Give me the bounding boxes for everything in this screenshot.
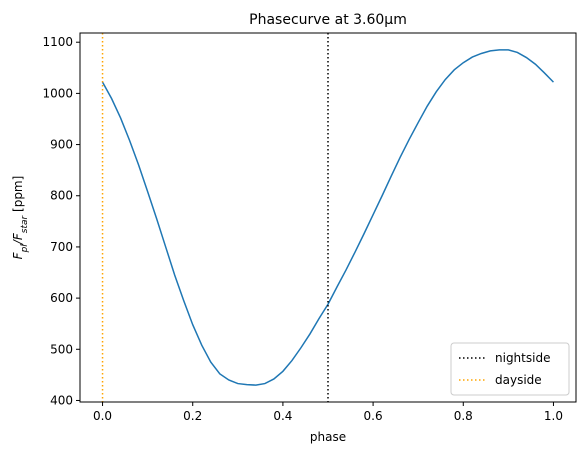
y-tick-label: 600 xyxy=(50,291,73,305)
x-tick-label: 0.2 xyxy=(183,409,202,423)
y-tick-label: 400 xyxy=(50,393,73,407)
line xyxy=(101,49,554,386)
x-tick-label: 0.8 xyxy=(454,409,473,423)
x-tick-label: 1.0 xyxy=(544,409,563,423)
legend-label: nightside xyxy=(495,351,550,365)
y-axis-label: Fpl/Fstar [ppm] xyxy=(11,176,30,260)
legend-label: dayside xyxy=(495,373,542,387)
y-axis-label-part: [ppm] xyxy=(11,176,25,216)
y-axis-label-part: F xyxy=(11,251,25,259)
x-tick-label: 0.0 xyxy=(93,409,112,423)
y-tick-label: 900 xyxy=(50,138,73,152)
y-axis-label-part: pl xyxy=(20,244,30,254)
y-tick-label: 800 xyxy=(50,189,73,203)
y-axis-label-part: /F xyxy=(11,232,25,245)
y-tick-label: 1000 xyxy=(42,86,73,100)
y-axis-label-part: star xyxy=(20,215,30,234)
axes-frame xyxy=(79,32,577,403)
y-tick-label: 500 xyxy=(50,342,73,356)
x-axis-label: phase xyxy=(310,430,346,444)
x-tick-label: 0.6 xyxy=(364,409,383,423)
x-tick-label: 0.4 xyxy=(273,409,292,423)
y-tick-label: 700 xyxy=(50,240,73,254)
y-tick-label: 1100 xyxy=(42,35,73,49)
legend-box xyxy=(450,342,570,396)
chart-title: Phasecurve at 3.60μm xyxy=(249,12,407,28)
